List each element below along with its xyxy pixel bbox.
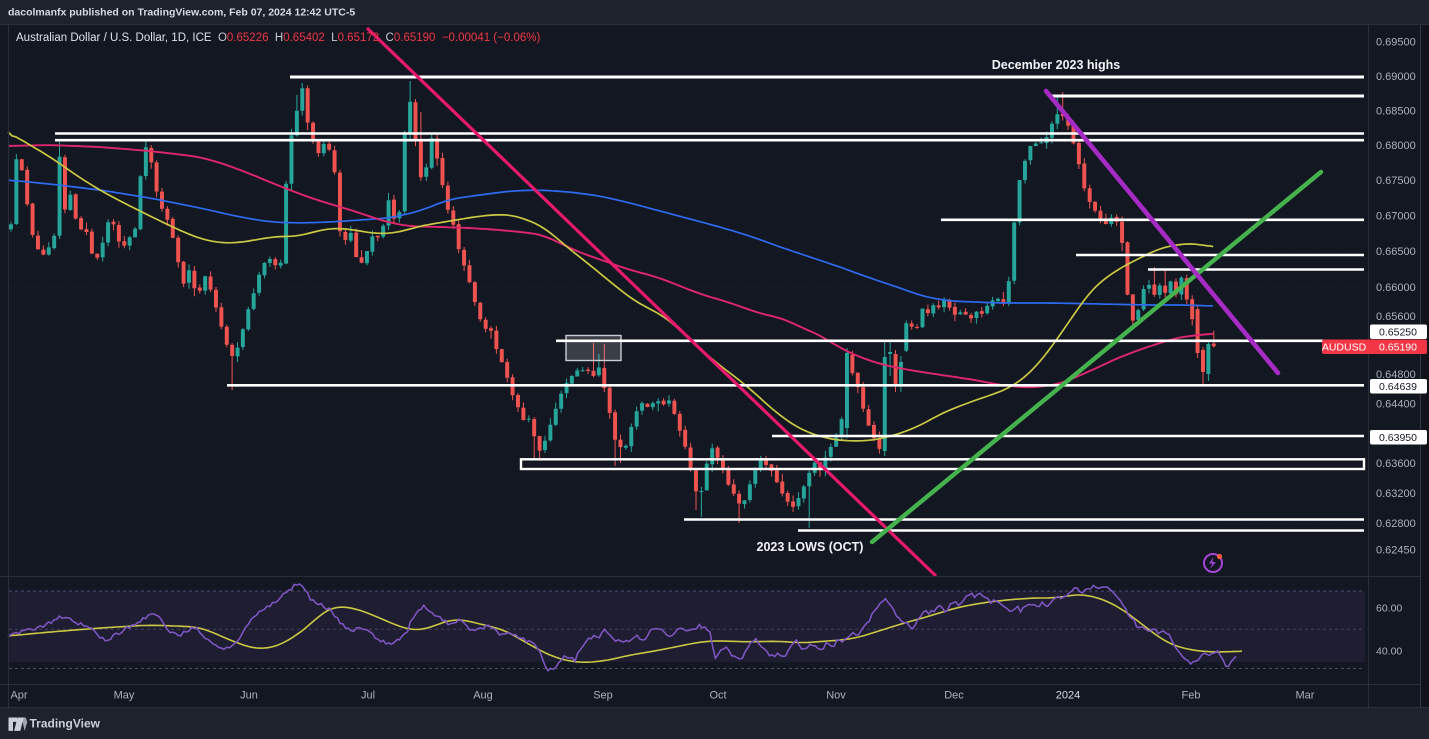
svg-text:Australian Dollar / U.S. Dolla: Australian Dollar / U.S. Dollar, 1D, ICE… — [16, 32, 540, 44]
svg-text:0.67000: 0.67000 — [1376, 211, 1416, 223]
svg-text:Dec: Dec — [944, 690, 964, 702]
svg-text:May: May — [114, 690, 135, 702]
svg-text:dacolmanfx published on Tradin: dacolmanfx published on TradingView.com,… — [8, 7, 355, 19]
svg-text:Sep: Sep — [593, 690, 613, 702]
svg-text:0.63200: 0.63200 — [1376, 488, 1416, 500]
svg-text:0.65600: 0.65600 — [1376, 311, 1416, 323]
svg-text:40.00: 40.00 — [1376, 646, 1402, 658]
svg-text:0.66000: 0.66000 — [1376, 282, 1416, 294]
svg-text:Aug: Aug — [473, 690, 493, 702]
svg-text:Oct: Oct — [709, 690, 726, 702]
svg-text:0.64639: 0.64639 — [1379, 381, 1417, 393]
svg-text:Apr: Apr — [10, 690, 27, 702]
svg-text:2024: 2024 — [1056, 690, 1080, 702]
svg-text:Nov: Nov — [826, 690, 846, 702]
svg-text:0.62450: 0.62450 — [1376, 544, 1416, 556]
svg-text:TradingView: TradingView — [30, 717, 101, 731]
svg-text:0.68000: 0.68000 — [1376, 140, 1416, 152]
svg-text:Mar: Mar — [1296, 690, 1315, 702]
svg-text:2023 LOWS (OCT): 2023 LOWS (OCT) — [757, 540, 864, 554]
svg-text:Jun: Jun — [240, 690, 258, 702]
svg-text:0.66500: 0.66500 — [1376, 246, 1416, 258]
svg-text:0.65190: 0.65190 — [1379, 342, 1417, 354]
svg-text:0.64400: 0.64400 — [1376, 399, 1416, 411]
svg-text:0.67500: 0.67500 — [1376, 175, 1416, 187]
svg-text:0.63600: 0.63600 — [1376, 458, 1416, 470]
svg-text:0.65250: 0.65250 — [1379, 327, 1417, 339]
svg-text:0.68500: 0.68500 — [1376, 105, 1416, 117]
svg-text:60.00: 60.00 — [1376, 603, 1402, 615]
svg-text:Feb: Feb — [1182, 690, 1201, 702]
svg-text:0.69000: 0.69000 — [1376, 71, 1416, 83]
svg-text:Jul: Jul — [361, 690, 375, 702]
svg-text:0.69500: 0.69500 — [1376, 37, 1416, 49]
svg-text:AUDUSD: AUDUSD — [1322, 342, 1367, 354]
svg-text:0.62800: 0.62800 — [1376, 518, 1416, 530]
svg-text:0.63950: 0.63950 — [1379, 432, 1417, 444]
svg-text:December 2023 highs: December 2023 highs — [992, 58, 1121, 72]
svg-text:0.64800: 0.64800 — [1376, 369, 1416, 381]
